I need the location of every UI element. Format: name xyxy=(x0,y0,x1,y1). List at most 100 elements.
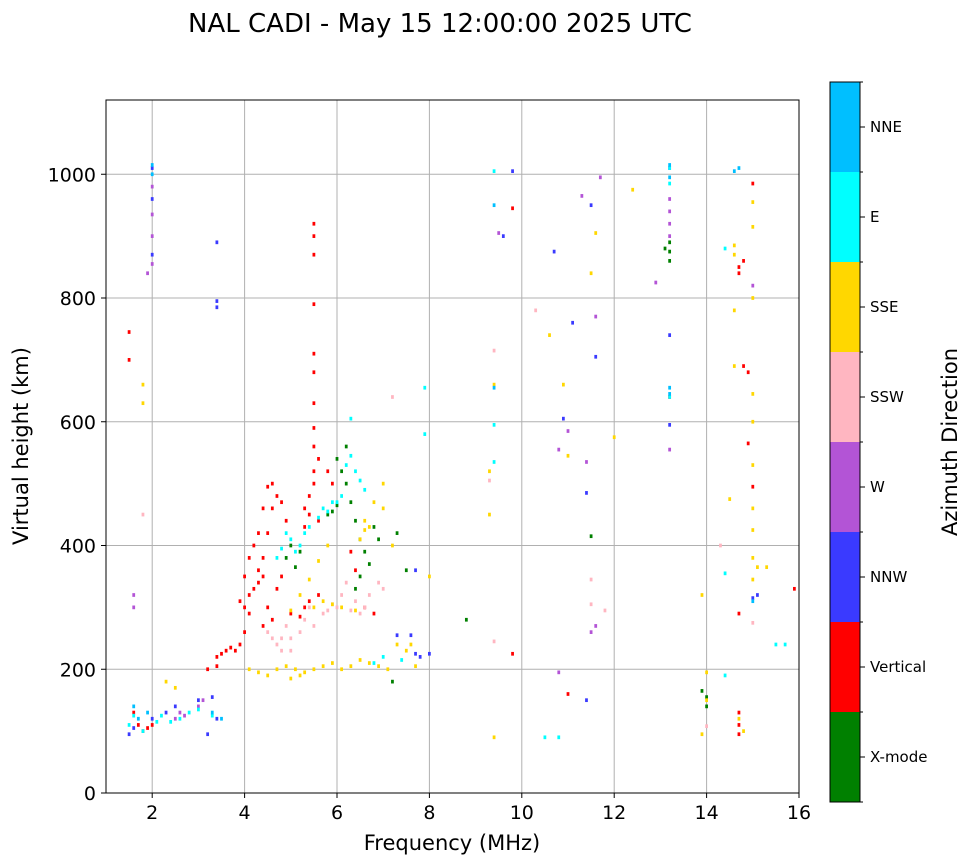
echo-point-e xyxy=(275,556,279,560)
echo-point-sse xyxy=(548,333,551,337)
echo-point-vertical xyxy=(132,710,136,715)
colorbar-segment-x-mode xyxy=(830,712,860,802)
echo-point-nnw xyxy=(210,695,214,699)
echo-point-e xyxy=(303,531,307,535)
echo-point-vertical xyxy=(252,543,256,548)
echo-point-sse xyxy=(751,556,755,560)
echo-point-vertical xyxy=(206,667,210,672)
echo-point-sse xyxy=(340,605,344,610)
echo-point-ssw xyxy=(492,348,496,353)
echo-point-nnw xyxy=(215,716,219,721)
echo-point-w xyxy=(668,209,672,214)
echo-point-x-mode xyxy=(377,537,380,542)
echo-point-e xyxy=(155,719,159,724)
echo-point-e xyxy=(381,655,385,659)
echo-point-sse xyxy=(732,252,736,257)
echo-point-w xyxy=(132,593,136,597)
echo-point-vertical xyxy=(127,330,131,334)
echo-point-ssw xyxy=(719,543,722,548)
echo-point-vertical xyxy=(737,265,741,269)
echo-point-vertical xyxy=(243,574,246,579)
echo-point-vertical xyxy=(266,484,270,489)
echo-point-vertical xyxy=(136,723,140,727)
echo-point-sse xyxy=(751,200,755,204)
echo-point-vertical xyxy=(257,531,260,535)
y-tick-label: 400 xyxy=(60,536,96,558)
echo-point-nne xyxy=(136,716,140,721)
echo-point-sse xyxy=(294,667,297,672)
echo-point-vertical xyxy=(247,556,251,560)
echo-point-vertical xyxy=(330,481,334,486)
echo-point-sse xyxy=(492,735,496,740)
echo-point-nnw xyxy=(132,726,136,730)
echo-point-vertical xyxy=(307,599,311,604)
echo-point-e xyxy=(284,531,288,535)
echo-point-sse xyxy=(164,679,168,684)
echo-point-x-mode xyxy=(349,500,353,505)
echo-point-sse xyxy=(284,664,288,669)
echo-point-sse xyxy=(751,296,755,300)
echo-point-sse xyxy=(321,664,325,669)
echo-point-sse xyxy=(312,605,316,610)
echo-point-sse xyxy=(141,401,145,406)
echo-point-sse xyxy=(377,664,380,669)
echo-point-nnw xyxy=(206,732,210,737)
echo-point-x-mode xyxy=(367,562,371,566)
echo-point-e xyxy=(543,735,547,740)
echo-point-e xyxy=(349,453,353,458)
echo-point-x-mode xyxy=(700,689,704,693)
plot-area-frame xyxy=(105,99,800,794)
echo-point-x-mode xyxy=(663,246,667,251)
echo-point-vertical xyxy=(261,556,265,560)
echo-point-ssw xyxy=(705,724,708,729)
echo-point-vertical xyxy=(215,655,219,659)
echo-point-sse xyxy=(372,500,376,505)
echo-point-nne xyxy=(150,163,154,167)
echo-point-vertical xyxy=(280,500,283,505)
plot-area-background xyxy=(106,100,799,793)
echo-point-w xyxy=(150,262,154,266)
echo-point-vertical xyxy=(737,732,741,737)
echo-point-x-mode xyxy=(335,503,339,508)
echo-point-vertical xyxy=(737,710,741,715)
echo-point-vertical xyxy=(737,271,741,276)
echo-point-nne xyxy=(146,710,149,715)
echo-point-sse xyxy=(589,271,593,276)
echo-point-sse xyxy=(354,608,357,613)
echo-point-vertical xyxy=(751,484,755,489)
echo-point-sse xyxy=(173,685,177,690)
echo-point-sse xyxy=(732,243,736,248)
echo-point-x-mode xyxy=(335,457,339,461)
echo-point-ssw xyxy=(284,624,288,628)
echo-point-nnw xyxy=(428,651,431,656)
echo-point-vertical xyxy=(238,642,242,647)
echo-point-ssw xyxy=(534,308,538,313)
echo-point-nnw xyxy=(215,299,219,303)
echo-point-ssw xyxy=(589,577,593,582)
echo-point-e xyxy=(197,707,200,712)
echo-point-e xyxy=(280,546,283,551)
echo-point-sse xyxy=(340,667,344,672)
echo-point-vertical xyxy=(243,630,246,634)
echo-point-sse xyxy=(386,667,390,672)
echo-point-e xyxy=(492,422,496,427)
echo-point-nnw xyxy=(756,593,759,597)
echo-point-sse xyxy=(395,642,399,647)
echo-point-vertical xyxy=(284,518,288,523)
echo-point-x-mode xyxy=(289,543,293,548)
x-tick-label: 6 xyxy=(331,802,343,824)
echo-point-e xyxy=(363,487,367,492)
echo-point-vertical xyxy=(298,614,302,619)
echo-point-x-mode xyxy=(391,679,394,684)
echo-point-sse xyxy=(594,231,598,235)
echo-point-nnw xyxy=(173,704,177,709)
echo-point-nnw xyxy=(511,169,514,174)
echo-point-sse xyxy=(700,732,704,737)
echo-point-sse xyxy=(756,565,759,570)
echo-point-vertical xyxy=(312,370,316,375)
echo-point-sse xyxy=(765,565,769,570)
echo-point-nnw xyxy=(197,698,200,703)
echo-point-sse xyxy=(363,518,367,523)
echo-point-nnw xyxy=(215,240,219,245)
colorbar-label-sse: SSE xyxy=(870,298,899,316)
